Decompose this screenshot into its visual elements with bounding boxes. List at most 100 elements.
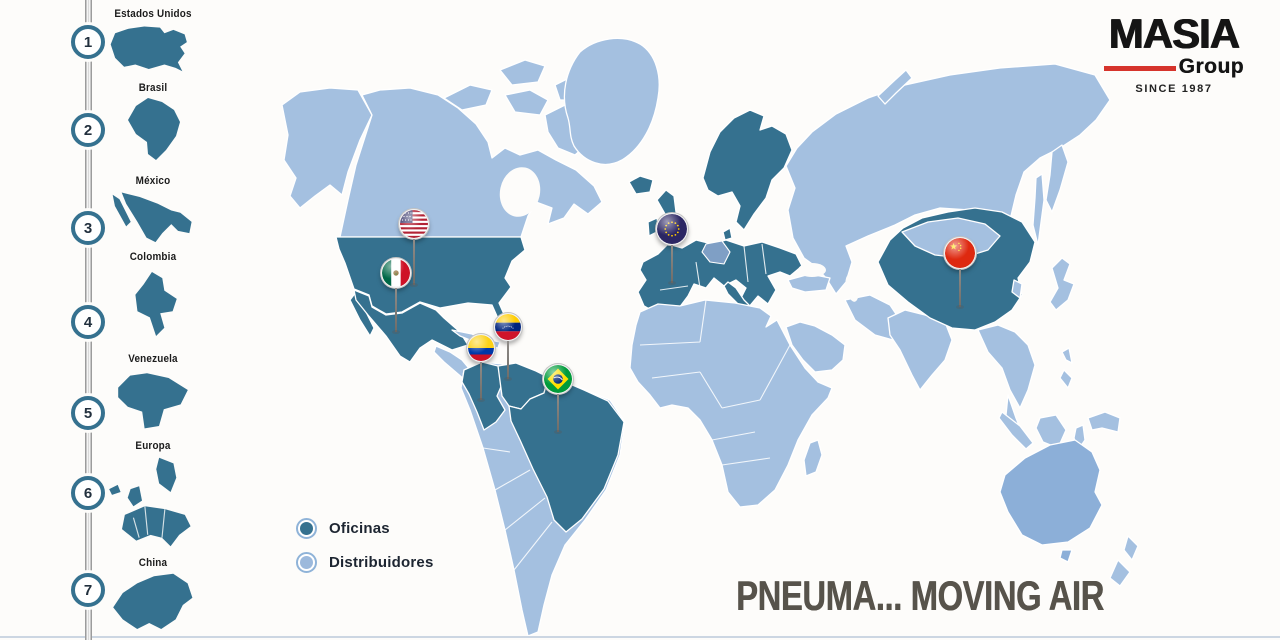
step-circle-4: 4 (71, 305, 105, 339)
pin-europa (656, 213, 688, 285)
country-germany (701, 240, 731, 265)
oceania (999, 439, 1139, 587)
step-number: 4 (83, 313, 93, 331)
country-mexico (353, 289, 469, 363)
step-number: 3 (83, 219, 93, 237)
korea (1011, 279, 1023, 299)
pin-gloss (400, 210, 428, 238)
legend-item-oficinas: Oficinas (296, 518, 433, 539)
tagline: PNEUMA... MOVING AIR (736, 572, 1104, 619)
bottom-divider-line (0, 636, 1280, 638)
step-circle-5: 5 (71, 396, 105, 430)
pin-gloss (495, 314, 521, 340)
scandinavia (702, 109, 793, 231)
new-guinea (1087, 411, 1121, 433)
north-america (281, 37, 660, 387)
pin-gloss (657, 214, 687, 244)
colombia-flag-icon (467, 334, 495, 362)
distributor-marker-icon (296, 552, 317, 573)
pin-stem (410, 239, 418, 287)
step-circle-2: 2 (71, 113, 105, 147)
pin-stem (956, 269, 964, 309)
south-america (460, 361, 626, 637)
madagascar (803, 439, 823, 477)
step-circle-3: 3 (71, 211, 105, 245)
sidebar-item-label: China (138, 557, 168, 569)
brazil-silhouette (128, 98, 180, 160)
step-number: 5 (83, 404, 93, 422)
europe-borders (659, 243, 767, 291)
new-zealand-north (1123, 535, 1139, 561)
pin-venezuela (494, 313, 522, 381)
novaya-zemlya (877, 69, 913, 105)
pin-gloss (468, 335, 494, 361)
step-circle-1: 1 (71, 25, 105, 59)
sidebar-item-label: México (135, 175, 171, 187)
china-silhouette (113, 573, 193, 629)
pin-stem (668, 245, 676, 285)
denmark (722, 227, 733, 241)
brazil-flag-icon (543, 364, 573, 394)
logo-name: MASIA (1108, 10, 1240, 57)
sakhalin (1032, 173, 1045, 246)
sidebar-item-label: Colombia (129, 251, 177, 263)
arctic-island-2 (499, 59, 546, 86)
japan (1049, 257, 1075, 311)
pin-gloss (945, 238, 975, 268)
office-marker-icon (296, 518, 317, 539)
india (887, 309, 953, 391)
mexico-silhouette (112, 192, 192, 243)
step-circle-6: 6 (71, 476, 105, 510)
arabia (785, 321, 846, 373)
sa-borders (482, 447, 553, 571)
colombia-silhouette (135, 271, 177, 337)
sidebar-item-label: Venezuela (128, 353, 178, 365)
legend-label: Distribuidores (329, 554, 434, 571)
black-sea (798, 263, 826, 277)
pin-brasil (543, 364, 573, 434)
pin-gloss (544, 365, 572, 393)
sumatra (998, 411, 1034, 450)
pin-stem (477, 362, 485, 402)
logo-since: SINCE 1987 (1135, 83, 1213, 95)
hudson-bay (499, 167, 541, 217)
pin-stem (554, 394, 562, 434)
pin-colombia (467, 334, 495, 402)
kamchatka (1045, 144, 1069, 213)
china-flag-icon (944, 237, 976, 269)
country-greenland (563, 37, 660, 165)
mexico-flag-icon (381, 258, 411, 288)
pin-mexico (381, 258, 411, 334)
logo-sub: Group (1178, 55, 1244, 78)
country-iceland (628, 175, 654, 195)
step-number: 6 (83, 484, 93, 502)
country-colombia (461, 361, 506, 431)
step-number: 1 (83, 33, 93, 51)
step-number: 2 (83, 121, 93, 139)
arctic-island-1 (443, 84, 493, 111)
logo-row: Group (1104, 55, 1244, 79)
step-circle-7: 7 (71, 573, 105, 607)
usa-flag-icon (399, 209, 429, 239)
mongolia (901, 217, 1001, 259)
map-legend: Oficinas Distribuidores (296, 518, 433, 586)
step-number: 7 (83, 581, 93, 599)
africa (629, 299, 833, 508)
pin-stem (504, 341, 512, 381)
pin-stem (392, 288, 400, 334)
new-zealand-south (1109, 559, 1131, 587)
usa-silhouette (110, 26, 187, 72)
africa-base (629, 299, 833, 508)
venezuela-silhouette (118, 373, 188, 429)
pin-china (944, 237, 976, 309)
europe (628, 109, 803, 315)
africa-borders (639, 299, 791, 466)
european-union-flag-icon (656, 213, 688, 245)
pin-estados-unidos (399, 209, 429, 287)
sidebar-item-label: Brasil (138, 82, 168, 94)
asia (785, 63, 1121, 466)
sidebar-item-label: Estados Unidos (114, 8, 192, 20)
masia-group-logo: MASIA Group SINCE 1987 (1104, 10, 1244, 95)
sidebar-item-label: Europa (135, 440, 171, 452)
